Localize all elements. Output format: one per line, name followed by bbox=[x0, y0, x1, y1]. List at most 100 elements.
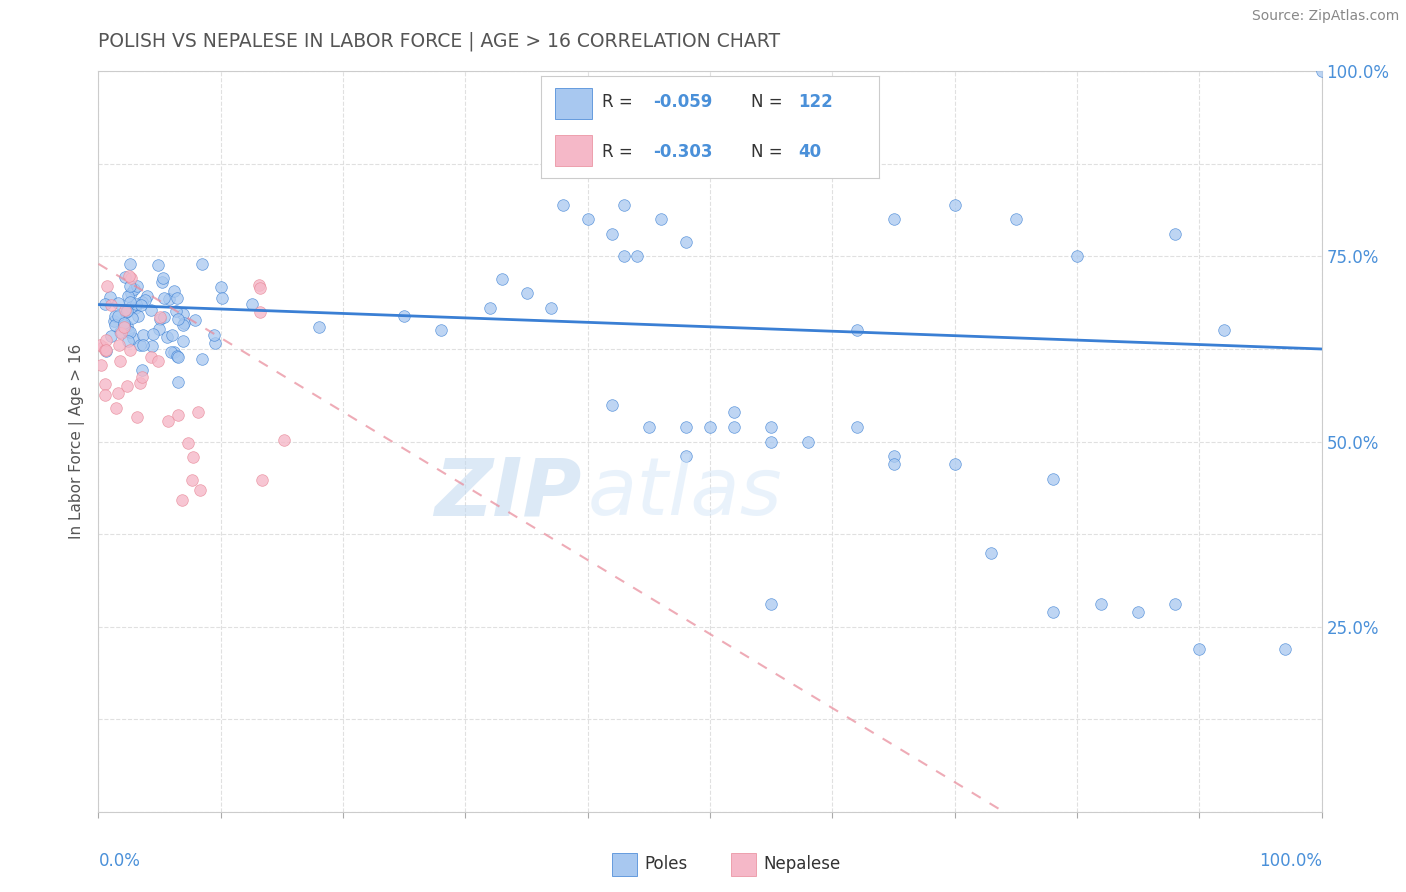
Point bbox=[124, 301, 146, 315]
Point bbox=[1042, 471, 1064, 485]
Point bbox=[650, 212, 672, 227]
Point bbox=[1066, 250, 1088, 264]
Point bbox=[89, 338, 111, 352]
Point bbox=[165, 304, 187, 318]
Point bbox=[135, 288, 157, 302]
Point bbox=[240, 297, 263, 311]
Point bbox=[120, 285, 142, 300]
Point bbox=[249, 305, 271, 319]
Point bbox=[131, 369, 153, 384]
Point bbox=[146, 258, 169, 272]
Point bbox=[1310, 64, 1333, 78]
Point bbox=[478, 301, 501, 316]
Text: 40: 40 bbox=[797, 143, 821, 161]
Point bbox=[308, 320, 330, 334]
Point bbox=[761, 419, 783, 434]
Point bbox=[250, 473, 273, 487]
Point bbox=[675, 419, 697, 434]
Point bbox=[613, 250, 636, 264]
Point bbox=[117, 324, 139, 338]
Point bbox=[139, 303, 162, 318]
Point bbox=[167, 376, 190, 390]
Point bbox=[883, 450, 905, 464]
Point bbox=[134, 293, 156, 307]
Point bbox=[723, 405, 745, 419]
Point bbox=[600, 227, 623, 242]
Point bbox=[157, 415, 180, 429]
Point bbox=[108, 354, 131, 368]
Point bbox=[148, 310, 170, 324]
Point bbox=[148, 322, 170, 336]
Point bbox=[94, 388, 117, 402]
Point bbox=[191, 351, 214, 366]
Point bbox=[845, 324, 868, 338]
Point bbox=[125, 296, 148, 310]
Point bbox=[125, 410, 148, 425]
FancyBboxPatch shape bbox=[555, 136, 592, 166]
Point bbox=[103, 314, 125, 328]
Point bbox=[142, 326, 165, 341]
Point bbox=[125, 279, 148, 293]
Point bbox=[129, 298, 152, 312]
Point bbox=[181, 450, 204, 465]
Point bbox=[122, 331, 145, 345]
Point bbox=[107, 296, 129, 310]
Point bbox=[172, 334, 194, 348]
Point bbox=[114, 303, 136, 318]
Point bbox=[187, 405, 209, 419]
Point bbox=[883, 212, 905, 227]
Text: POLISH VS NEPALESE IN LABOR FORCE | AGE > 16 CORRELATION CHART: POLISH VS NEPALESE IN LABOR FORCE | AGE … bbox=[98, 31, 780, 51]
Text: ZIP: ZIP bbox=[434, 454, 582, 533]
Point bbox=[117, 334, 139, 348]
Point bbox=[156, 330, 179, 344]
Point bbox=[93, 376, 115, 391]
Point bbox=[167, 311, 190, 326]
Text: Source: ZipAtlas.com: Source: ZipAtlas.com bbox=[1251, 9, 1399, 23]
Point bbox=[118, 257, 141, 271]
Point bbox=[131, 295, 153, 310]
Point bbox=[184, 313, 207, 327]
Point bbox=[172, 307, 194, 321]
Point bbox=[273, 433, 295, 447]
Y-axis label: In Labor Force | Age > 16: In Labor Force | Age > 16 bbox=[69, 344, 86, 539]
Point bbox=[515, 286, 537, 301]
Point bbox=[173, 316, 195, 330]
Point bbox=[141, 339, 163, 353]
Text: Poles: Poles bbox=[644, 855, 688, 873]
Point bbox=[211, 291, 233, 305]
Point bbox=[118, 294, 141, 309]
Point bbox=[100, 328, 122, 343]
Point bbox=[943, 457, 966, 471]
FancyBboxPatch shape bbox=[555, 88, 592, 119]
Text: 0.0%: 0.0% bbox=[98, 853, 141, 871]
Point bbox=[104, 318, 127, 332]
Point bbox=[491, 271, 513, 285]
Point bbox=[122, 282, 145, 296]
Point bbox=[98, 290, 121, 304]
Point bbox=[120, 343, 142, 358]
Point bbox=[191, 257, 214, 271]
Point bbox=[118, 269, 141, 284]
Text: Nepalese: Nepalese bbox=[763, 855, 841, 873]
Point bbox=[638, 419, 661, 434]
Point bbox=[112, 319, 135, 334]
Point bbox=[172, 318, 194, 332]
Point bbox=[115, 305, 138, 319]
Point bbox=[131, 363, 153, 377]
Point bbox=[1164, 598, 1187, 612]
Point bbox=[188, 483, 211, 498]
Point bbox=[181, 473, 204, 487]
Point bbox=[202, 327, 225, 342]
Point bbox=[118, 278, 141, 293]
Point bbox=[797, 434, 820, 449]
Text: N =: N = bbox=[751, 143, 787, 161]
Point bbox=[104, 310, 127, 324]
Point bbox=[430, 324, 453, 338]
Point bbox=[114, 270, 136, 285]
Text: R =: R = bbox=[602, 143, 638, 161]
Text: atlas: atlas bbox=[588, 454, 783, 533]
Point bbox=[209, 279, 232, 293]
Point bbox=[392, 309, 416, 323]
Point bbox=[129, 376, 152, 390]
Point bbox=[723, 419, 745, 434]
